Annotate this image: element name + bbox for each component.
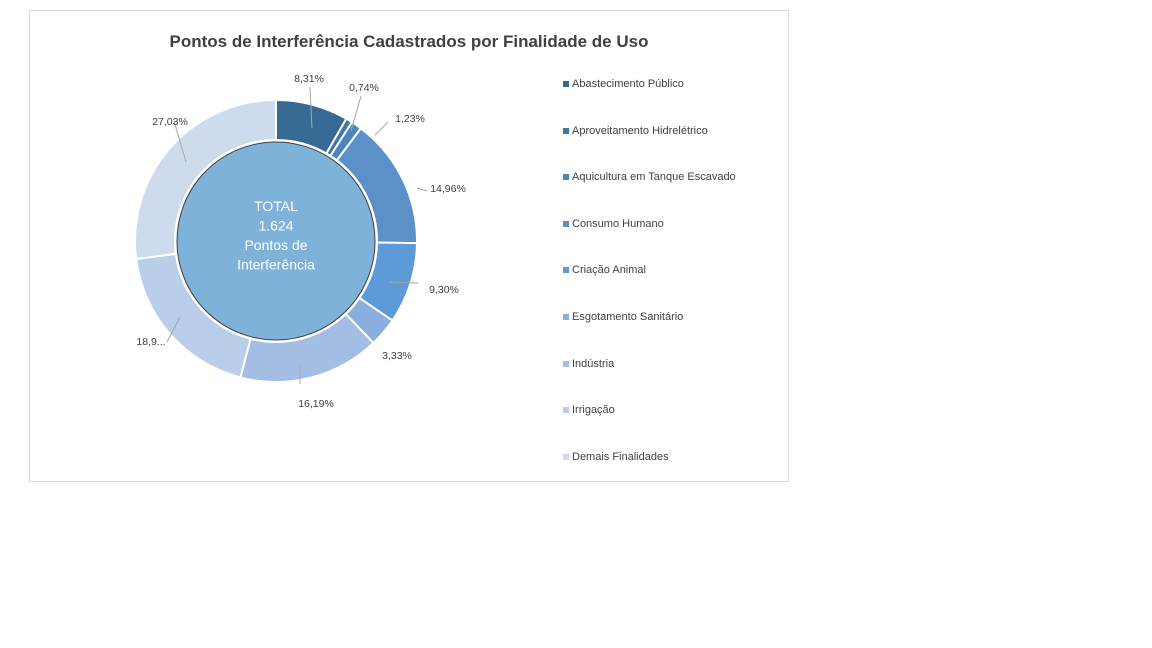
legend-label: Criação Animal [572,264,646,277]
legend-swatch [563,81,569,87]
data-label: 18,9... [136,336,165,348]
legend-swatch [563,174,569,181]
legend-swatch [563,360,569,367]
legend-swatch [563,267,569,274]
legend-label: Esgotamento Sanitário [572,311,684,323]
legend-label: Irrigação [572,404,615,417]
legend-swatch [563,453,569,460]
leader-line [166,316,181,343]
donut-slice [134,98,277,261]
data-label: 8,31% [294,73,324,85]
legend-label: Aproveitamento Hidrelétrico [572,124,708,137]
center-total-text: 1.624 [258,218,293,234]
legend-swatch [563,407,569,414]
legend-label: Consumo Humano [572,217,664,230]
chart-title: Pontos de Interferência Cadastrados por … [169,32,649,51]
data-label: 14,96% [430,183,466,195]
leader-line [374,121,389,136]
donut-chart: TOTAL 1.624 Pontos de Interferência 8,31% 0,7… [134,73,466,410]
data-label: 3,33% [382,350,412,362]
center-total-text: Interferência [237,257,315,273]
leader-line [416,187,428,192]
donut-center [176,141,376,341]
data-label: 9,30% [429,284,459,296]
center-total-text: Pontos de [244,237,307,253]
leader-line [309,86,313,129]
legend-label: Aquicultura em Tanque Escavado [572,171,736,184]
legend-swatch [563,314,569,320]
data-label: 1,23% [395,113,425,125]
legend-label: Abastecimento Público [572,78,684,90]
center-total-text: TOTAL [254,198,298,214]
legend-label: Indústria [572,357,615,370]
data-label: 0,74% [349,82,379,94]
legend-swatch [563,220,569,227]
leader-line [350,95,362,132]
data-label: 16,19% [298,398,334,410]
legend-swatch [563,127,569,134]
leader-line [173,120,187,163]
chart-area: Pontos de Interferência Cadastrados por … [29,10,789,482]
data-label: 27,03% [152,116,188,128]
legend-label: Demais Finalidades [572,450,669,463]
leader-line [389,281,419,284]
